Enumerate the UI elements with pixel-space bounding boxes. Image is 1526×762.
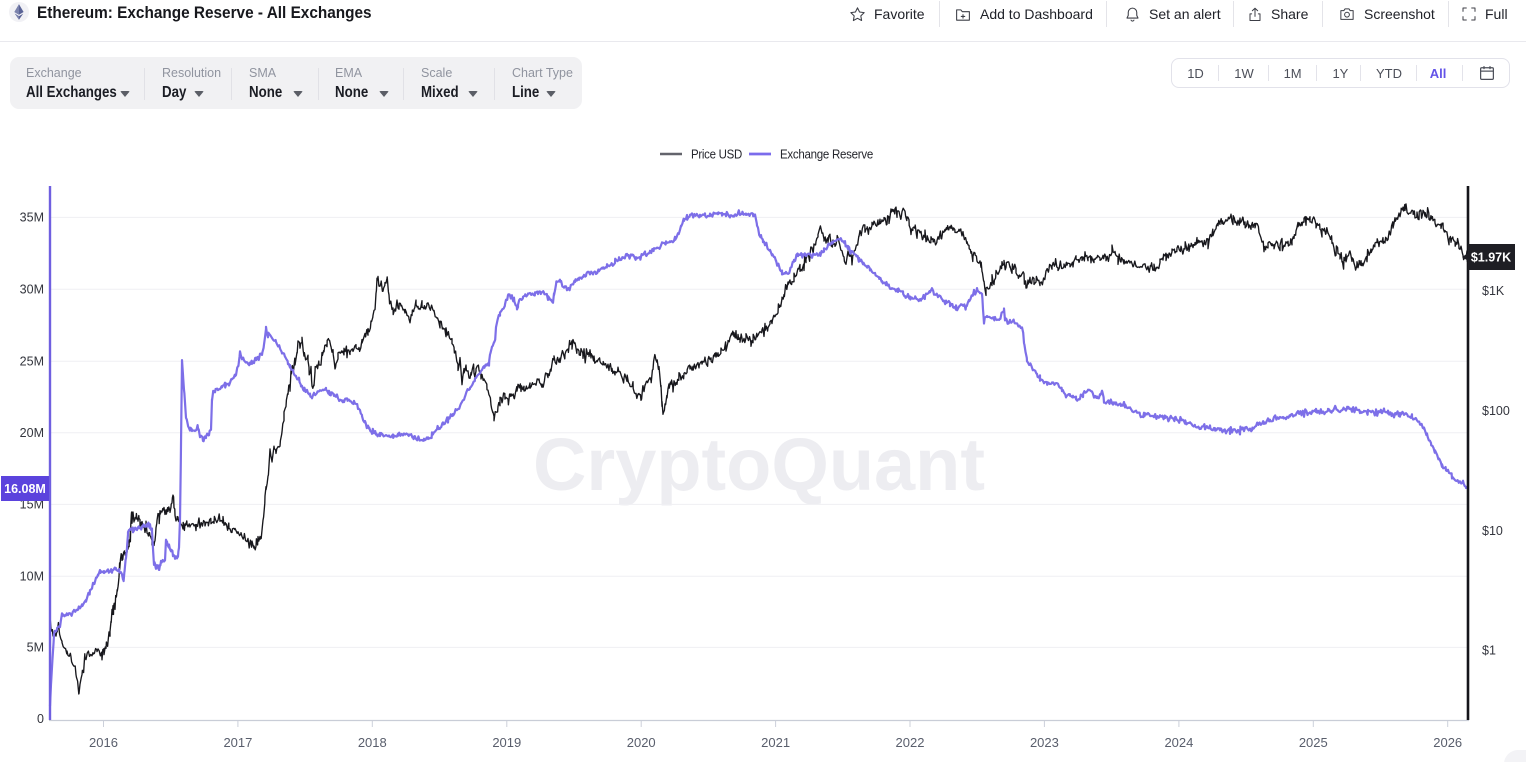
svg-text:Exchange Reserve: Exchange Reserve [780,148,873,162]
svg-text:Price USD: Price USD [691,148,742,162]
svg-text:$1: $1 [1482,644,1496,658]
svg-text:5M: 5M [27,641,44,655]
svg-text:2018: 2018 [358,735,387,750]
svg-text:2019: 2019 [492,735,521,750]
svg-text:$100: $100 [1482,404,1510,418]
svg-text:2025: 2025 [1299,735,1328,750]
svg-text:2026: 2026 [1433,735,1462,750]
svg-text:2022: 2022 [896,735,925,750]
svg-text:15M: 15M [20,498,44,512]
svg-text:2021: 2021 [761,735,790,750]
svg-text:0: 0 [37,712,44,726]
svg-text:35M: 35M [20,211,44,225]
svg-text:2024: 2024 [1164,735,1193,750]
svg-text:CryptoQuant: CryptoQuant [533,423,985,506]
svg-text:2020: 2020 [627,735,656,750]
svg-text:2017: 2017 [223,735,252,750]
svg-text:10M: 10M [20,570,44,584]
svg-text:$1K: $1K [1482,284,1505,298]
svg-text:30M: 30M [20,282,44,296]
svg-text:16.08M: 16.08M [4,482,46,496]
svg-text:$10: $10 [1482,524,1503,538]
svg-text:$1.97K: $1.97K [1471,251,1511,265]
svg-text:25M: 25M [20,354,44,368]
svg-text:2016: 2016 [89,735,118,750]
svg-text:20M: 20M [20,426,44,440]
svg-text:2023: 2023 [1030,735,1059,750]
